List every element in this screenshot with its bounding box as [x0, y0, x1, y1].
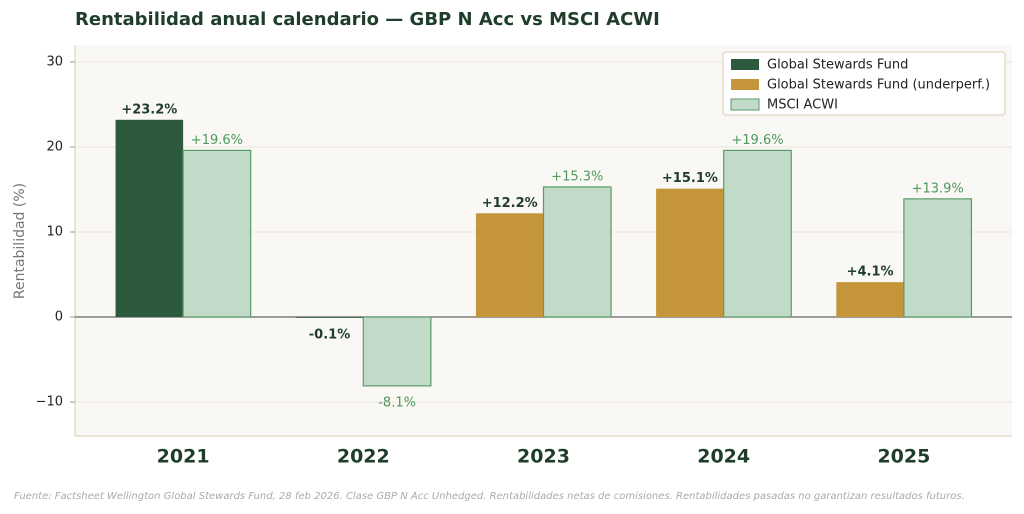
bar [656, 188, 724, 317]
footnote: Fuente: Factsheet Wellington Global Stew… [14, 491, 965, 502]
legend-label: MSCI ACWI [767, 98, 838, 113]
bar [836, 282, 904, 317]
bar [182, 149, 252, 318]
x-tick-label: 2025 [877, 446, 930, 468]
legend-box [722, 51, 1006, 116]
y-tick-label: 20 [46, 140, 63, 155]
bar [362, 316, 432, 387]
bar [903, 198, 973, 318]
value-label: -0.1% [309, 327, 350, 342]
value-label: +23.2% [121, 102, 177, 117]
y-tick-label: 0 [55, 310, 63, 325]
bar [115, 119, 184, 317]
value-label: -8.1% [378, 395, 416, 410]
y-axis-label: Rentabilidad (%) [12, 183, 28, 299]
chart-title: Rentabilidad anual calendario — GBP N Ac… [75, 9, 660, 30]
x-tick-label: 2024 [697, 446, 750, 468]
value-label: +15.1% [662, 171, 718, 186]
x-tick-label: 2022 [337, 446, 390, 468]
y-tick-label: −10 [36, 395, 63, 410]
x-tick-label: 2021 [157, 446, 210, 468]
x-tick-label: 2023 [517, 446, 570, 468]
legend-swatch [731, 79, 759, 90]
value-label: +19.6% [191, 133, 243, 148]
value-label: +19.6% [731, 133, 783, 148]
value-label: +13.9% [912, 181, 964, 196]
y-tick-label: 10 [46, 225, 63, 240]
value-label: +12.2% [482, 196, 538, 211]
legend-swatch [730, 98, 760, 111]
bar [475, 213, 544, 317]
legend-label: Global Stewards Fund (underperf.) [767, 78, 990, 93]
legend-swatch [731, 59, 759, 70]
bar [295, 317, 364, 318]
legend-label: Global Stewards Fund [767, 58, 908, 73]
value-label: +4.1% [847, 265, 894, 280]
value-label: +15.3% [551, 169, 603, 184]
bar [542, 186, 612, 318]
bar [723, 149, 792, 318]
y-tick-label: 30 [46, 55, 63, 70]
